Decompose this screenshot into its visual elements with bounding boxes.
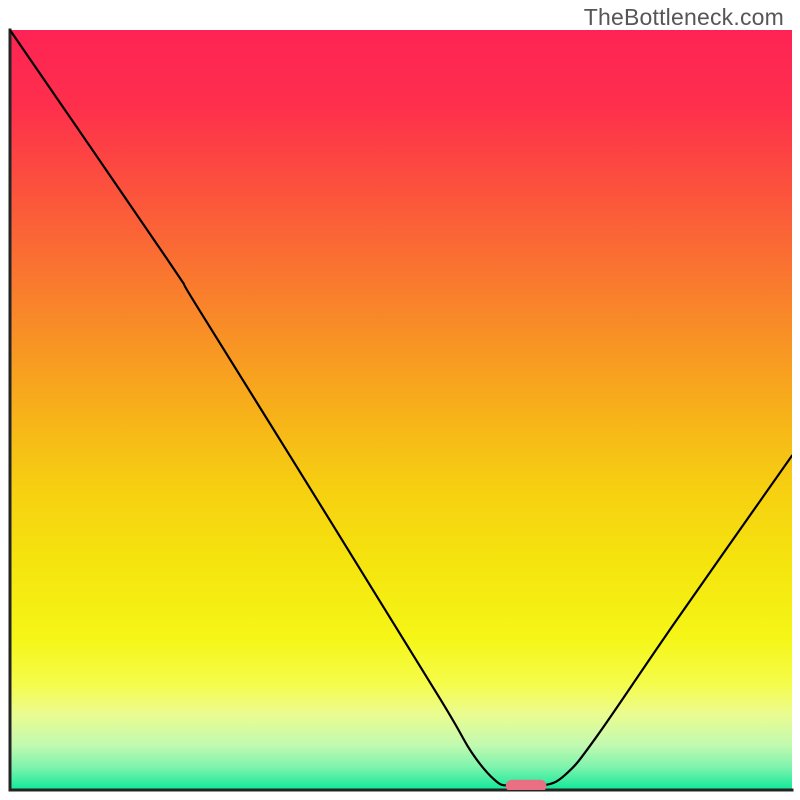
- gradient-background: [10, 30, 792, 790]
- chart-svg: [0, 0, 800, 800]
- watermark-text: TheBottleneck.com: [584, 4, 784, 31]
- bottleneck-chart: TheBottleneck.com: [0, 0, 800, 800]
